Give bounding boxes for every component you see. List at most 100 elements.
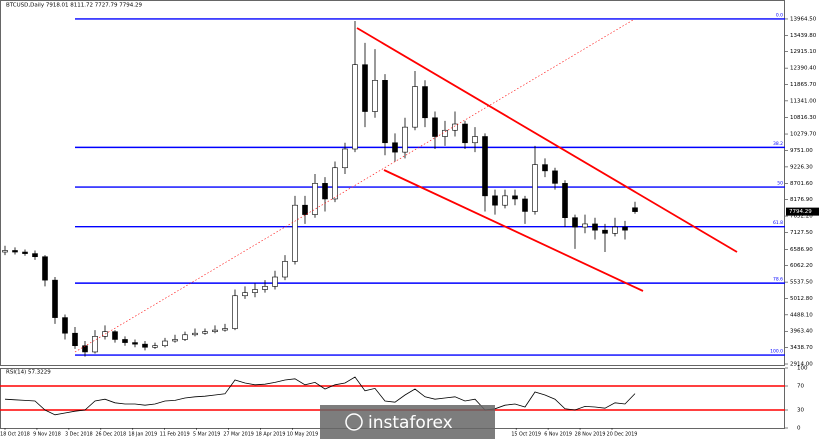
rsi-tick-label: 70 — [797, 384, 804, 390]
candle-body — [212, 329, 218, 332]
y-tick-label: 10279.70 — [790, 132, 817, 138]
candle-body — [322, 183, 328, 200]
candle-body — [612, 226, 618, 234]
watermark-logo — [345, 413, 363, 431]
candle-body — [452, 123, 458, 131]
rsi-line — [4, 376, 636, 416]
candle-body — [342, 148, 348, 169]
candle-body — [312, 183, 318, 215]
candle-body — [32, 253, 38, 258]
candle-body — [462, 123, 468, 144]
rsi-tick-label: 30 — [797, 408, 804, 414]
candle-body — [192, 332, 198, 336]
x-tick-label: 3 Dec 2018 — [65, 432, 93, 438]
candle-body — [432, 117, 438, 137]
candle-body — [82, 345, 88, 353]
fib-label: 100.0 — [770, 349, 783, 355]
candle-body — [122, 339, 128, 343]
y-tick-label: 10816.30 — [790, 115, 817, 121]
candle-body — [522, 198, 528, 212]
x-tick-label: 18 Jan 2019 — [128, 432, 157, 438]
candle-body — [372, 80, 378, 112]
rsi-tick-label: 100 — [797, 366, 808, 372]
candle-body — [352, 64, 358, 150]
candle-body — [112, 331, 118, 340]
candle-body — [232, 295, 238, 329]
candle-body — [242, 292, 248, 297]
x-tick-label: 27 Mar 2019 — [223, 432, 253, 438]
x-tick-label: 5 Mar 2019 — [193, 432, 220, 438]
candle-body — [172, 339, 178, 342]
candle-body — [52, 279, 58, 318]
candle-body — [12, 250, 18, 253]
y-tick-label: 11341.00 — [790, 98, 817, 104]
watermark-text: instaforex — [368, 413, 453, 433]
candle-body — [152, 345, 158, 348]
candle-body — [62, 317, 68, 334]
candle-body — [162, 340, 168, 347]
candle-body — [502, 195, 508, 206]
candle-body — [582, 223, 588, 228]
candle-body — [422, 86, 428, 119]
candle-body — [332, 167, 338, 200]
fib-label: 38.2 — [773, 141, 783, 147]
candle-body — [412, 86, 418, 128]
y-tick-label: 7652.20 — [790, 214, 813, 220]
candle-body — [362, 64, 368, 112]
candle-body — [2, 250, 8, 253]
candle-body — [92, 336, 98, 353]
candle-body — [622, 226, 628, 231]
candle-body — [492, 195, 498, 206]
candle-body — [512, 195, 518, 200]
y-tick-label: 6062.20 — [790, 263, 813, 269]
y-tick-label: 13439.80 — [790, 33, 817, 39]
candle-body — [632, 207, 638, 212]
candle-body — [262, 286, 268, 290]
y-tick-label: 3963.40 — [790, 329, 813, 335]
fib-label: 50 — [777, 181, 783, 187]
last-price-label: 7794.29 — [789, 209, 812, 215]
candle-body — [482, 136, 488, 197]
x-tick-label: 20 Dec 2019 — [607, 432, 638, 438]
x-tick-label: 15 Oct 2019 — [511, 432, 541, 438]
candle-body — [72, 332, 78, 347]
candle-body — [472, 136, 478, 144]
candle-body — [532, 164, 538, 212]
candle-body — [282, 261, 288, 278]
x-tick-label: 10 May 2019 — [287, 432, 318, 438]
fib-label: 61.8 — [773, 220, 783, 226]
candle-body — [222, 328, 228, 331]
fib-label: 0.0 — [776, 12, 783, 18]
rsi-tick-label: 0 — [797, 426, 801, 432]
candle-body — [132, 342, 138, 345]
y-tick-label: 12915.10 — [790, 49, 817, 55]
candle-body — [442, 129, 448, 137]
y-tick-label: 4488.10 — [790, 312, 813, 318]
x-tick-label: 26 Dec 2018 — [96, 432, 127, 438]
fib-label: 78.6 — [773, 277, 783, 283]
x-tick-label: 18 Apr 2019 — [256, 432, 286, 438]
y-tick-label: 5537.50 — [790, 280, 813, 286]
candle-body — [182, 334, 188, 340]
candle-body — [202, 331, 208, 334]
x-tick-label: 6 Nov 2019 — [544, 432, 572, 438]
candle-body — [142, 343, 148, 348]
y-tick-label: 7127.50 — [790, 230, 813, 236]
candle-body — [402, 126, 408, 153]
candle-body — [562, 183, 568, 218]
y-tick-label: 13964.50 — [790, 16, 817, 22]
y-tick-label: 8701.60 — [790, 181, 813, 187]
candle-body — [392, 142, 398, 153]
candle-body — [292, 204, 298, 262]
watermark: instaforex — [320, 405, 495, 439]
candle-body — [102, 331, 108, 337]
channel-upper — [356, 27, 738, 253]
y-tick-label: 2914.00 — [790, 362, 813, 368]
candle-body — [542, 164, 548, 172]
y-tick-label: 3438.70 — [790, 345, 813, 351]
candle-body — [302, 204, 308, 215]
watermark-box — [320, 405, 495, 439]
candle-body — [272, 276, 278, 287]
